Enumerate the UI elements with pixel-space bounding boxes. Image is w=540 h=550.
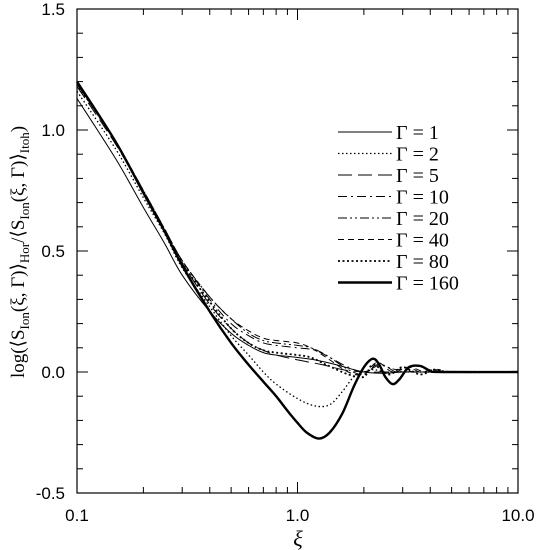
series-line	[76, 86, 518, 373]
y-axis-label: log(⟨SIon(ξ, Γ)⟩Hor/⟨SIon(ξ, Γ)⟩Itoh)	[8, 126, 32, 378]
x-axis-label: ξ	[293, 526, 303, 550]
y-tick-label: -0.5	[36, 484, 65, 503]
y-tick-label: 0.0	[41, 363, 65, 382]
legend-label: Γ = 20	[396, 208, 449, 230]
legend-label: Γ = 1	[396, 122, 439, 144]
y-tick-label: 1.5	[41, 0, 65, 19]
series-line	[76, 83, 519, 376]
axis-ticks	[76, 8, 519, 494]
plot-frame	[76, 8, 519, 494]
series-line	[76, 83, 519, 373]
y-tick-label: 1.0	[41, 121, 65, 140]
x-tick-label: 1.0	[286, 506, 310, 525]
series-line	[76, 90, 518, 408]
series-line	[76, 98, 518, 374]
x-tick-label: 10.0	[501, 506, 534, 525]
legend-label: Γ = 10	[396, 187, 449, 209]
legend-label: Γ = 2	[396, 144, 439, 166]
series-line	[76, 83, 519, 379]
axis-tick-labels: 0.1 1.0 10.0 -0.5 0.0 0.5 1.0 1.5	[36, 0, 535, 525]
legend: Γ = 1Γ = 2Γ = 5Γ = 10Γ = 20Γ = 40Γ = 80Γ…	[338, 122, 459, 295]
legend-label: Γ = 80	[396, 251, 449, 273]
series-line	[75, 80, 519, 440]
y-tick-label: 0.5	[41, 242, 65, 261]
x-tick-label: 0.1	[65, 506, 89, 525]
legend-label: Γ = 160	[396, 273, 459, 295]
legend-label: Γ = 40	[396, 230, 449, 252]
series-group	[75, 80, 519, 440]
legend-label: Γ = 5	[396, 165, 439, 187]
series-line	[76, 83, 519, 376]
